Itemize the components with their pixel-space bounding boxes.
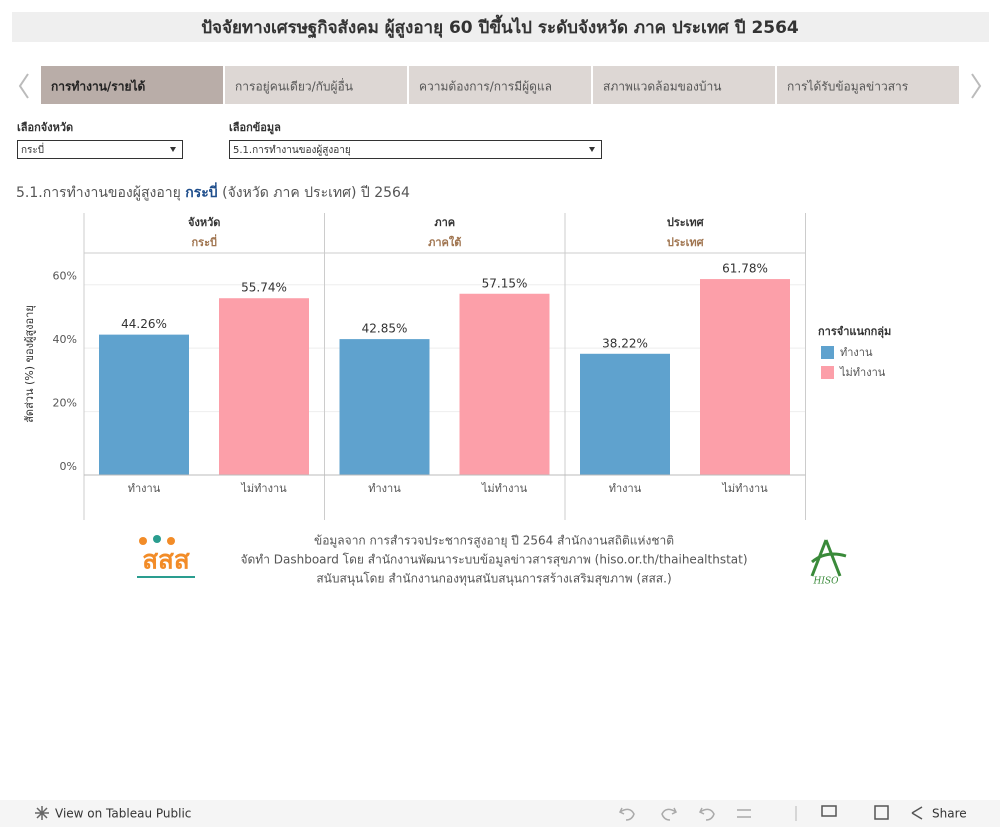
tab[interactable]	[593, 66, 775, 104]
value-label: 44.26%	[121, 317, 167, 331]
page-title: ปัจจัยทางเศรษฐกิจสังคม ผู้สูงอายุ 60 ปีข…	[201, 14, 799, 39]
logo-dot	[139, 537, 147, 545]
chart-title: 5.1.การทำงานของผู้สูงอายุ กระบี่ (จังหวั…	[16, 182, 410, 201]
tab-next[interactable]	[971, 73, 982, 99]
filter-label: เลือกจังหวัด	[17, 121, 73, 134]
bar	[580, 353, 670, 475]
x-tick-label: ไม่ทำงาน	[721, 482, 768, 495]
logo-right: HISO	[810, 539, 847, 587]
dropdown-arrow	[170, 147, 176, 152]
y-tick-label: 20%	[53, 397, 77, 410]
filter-label: เลือกข้อมูล	[229, 121, 281, 135]
redo[interactable]	[661, 807, 678, 821]
download[interactable]	[821, 805, 837, 817]
tab-label: การอยู่คนเดียว/กับผู้อื่น	[235, 78, 353, 95]
dropdown-value: 5.1.การทำงานของผู้สูงอายุ	[233, 144, 351, 156]
bar	[99, 334, 189, 475]
toolbar	[0, 800, 1000, 827]
title-province: กระบี่	[185, 182, 218, 201]
x-tick-label: ทำงาน	[368, 482, 401, 495]
legend-label[interactable]: ทำงาน	[840, 346, 873, 359]
tab-label: การได้รับข้อมูลข่าวสาร	[787, 80, 909, 95]
share-icon	[911, 806, 923, 820]
tab[interactable]	[225, 66, 407, 104]
tab[interactable]	[41, 66, 223, 104]
tableau-icon	[35, 806, 49, 820]
logo-dot	[153, 535, 161, 543]
bar	[219, 298, 309, 475]
bar	[700, 279, 790, 475]
footer-line: ข้อมูลจาก การสำรวจประชากรสูงอายุ ปี 2564…	[314, 534, 674, 549]
legend-swatch[interactable]	[821, 346, 834, 359]
bar	[339, 339, 430, 475]
dropdown[interactable]	[17, 140, 183, 159]
logo-dot	[167, 537, 175, 545]
y-tick-label: 60%	[53, 270, 77, 283]
legend-label[interactable]: ไม่ทำงาน	[839, 366, 886, 379]
x-tick-label: ไม่ทำงาน	[240, 482, 287, 495]
value-label: 57.15%	[482, 276, 528, 290]
footer-line: สนับสนุนโดย สำนักงานกองทุนสนับสนุนการสร้…	[316, 572, 671, 587]
title-part: 5.1.การทำงานของผู้สูงอายุ	[16, 185, 181, 201]
tab-label: สภาพแวดล้อมของบ้าน	[603, 80, 721, 94]
footer-line: จัดทำ Dashboard โดย สำนักงานพัฒนาระบบข้อ…	[240, 553, 747, 568]
panel-subtitle: ประเทศ	[667, 236, 705, 249]
panel-subtitle: กระบี่	[192, 234, 217, 249]
y-tick-label: 40%	[53, 333, 77, 346]
tab-prev[interactable]	[18, 73, 29, 99]
title-part: (จังหวัด ภาค ประเทศ) ปี 2564	[222, 185, 410, 201]
legend-title: การจำแนกกลุ่ม	[818, 325, 891, 339]
panel-title: ภาค	[434, 216, 455, 229]
toolbar-icons	[618, 805, 923, 821]
tab-label: การทำงาน/รายได้	[51, 79, 146, 94]
panel-title: ประเทศ	[667, 216, 705, 229]
logo-text: HISO	[813, 577, 840, 587]
y-axis-label: สัดส่วน (%) ของผู้สูงอายุ	[23, 305, 36, 423]
header-bar	[12, 12, 989, 42]
value-label: 61.78%	[722, 262, 768, 276]
view-link[interactable]: View on Tableau Public	[55, 807, 191, 821]
tab-label: ความต้องการ/การมีผู้ดูแล	[419, 80, 552, 95]
refresh[interactable]	[737, 809, 751, 818]
revert[interactable]	[698, 807, 715, 821]
logo-shape	[810, 539, 847, 577]
legend-swatch[interactable]	[821, 366, 834, 379]
x-tick-label: ทำงาน	[609, 482, 642, 495]
y-tick-label: 0%	[60, 460, 77, 473]
x-tick-label: ไม่ทำงาน	[481, 482, 528, 495]
dropdown-arrow	[589, 147, 595, 152]
bar	[459, 293, 550, 475]
fullscreen[interactable]	[874, 805, 889, 820]
value-label: 55.74%	[241, 281, 287, 295]
panel-title: จังหวัด	[188, 216, 220, 229]
panel-subtitle: ภาคใต้	[428, 235, 461, 249]
logo-line	[137, 576, 195, 578]
value-label: 42.85%	[362, 322, 408, 336]
value-label: 38.22%	[602, 336, 648, 350]
logo-left: สสส	[137, 535, 195, 578]
dropdown-value: กระบี่	[21, 142, 44, 156]
tab[interactable]	[409, 66, 591, 104]
undo[interactable]	[618, 807, 635, 821]
tab[interactable]	[777, 66, 959, 104]
share-button[interactable]: Share	[932, 807, 967, 821]
logo-text: สสส	[142, 546, 190, 576]
dropdown[interactable]	[229, 140, 602, 159]
x-tick-label: ทำงาน	[128, 482, 161, 495]
